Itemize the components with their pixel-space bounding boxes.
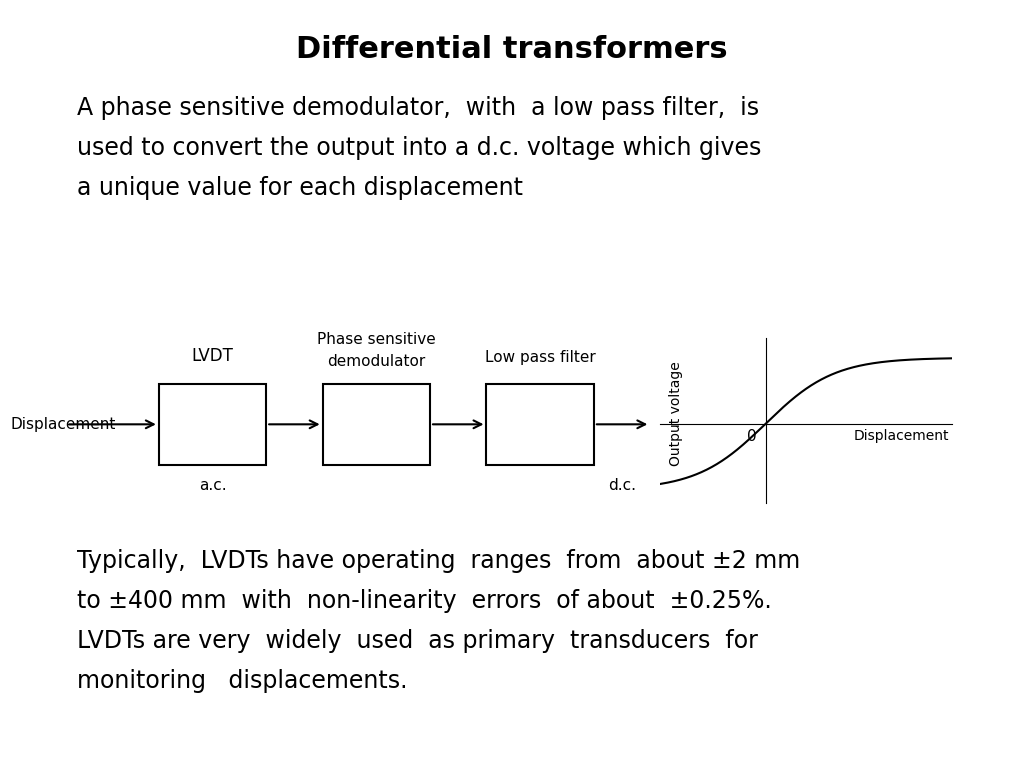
Text: used to convert the output into a d.c. voltage which gives: used to convert the output into a d.c. v…	[77, 136, 761, 160]
Bar	[323, 384, 430, 465]
Text: Typically,  LVDTs have operating  ranges  from  about ±2 mm: Typically, LVDTs have operating ranges f…	[77, 549, 800, 573]
Text: LVDTs are very  widely  used  as primary  transducers  for: LVDTs are very widely used as primary tr…	[77, 629, 758, 653]
Text: Low pass filter: Low pass filter	[484, 349, 596, 365]
Text: Displacement: Displacement	[10, 417, 116, 432]
Bar	[159, 384, 266, 465]
Text: a.c.: a.c.	[199, 478, 226, 494]
Text: d.c.: d.c.	[608, 478, 637, 494]
Text: A phase sensitive demodulator,  with  a low pass filter,  is: A phase sensitive demodulator, with a lo…	[77, 96, 759, 120]
Text: a unique value for each displacement: a unique value for each displacement	[77, 176, 523, 200]
Text: Phase sensitive: Phase sensitive	[317, 332, 435, 347]
Text: Differential transformers: Differential transformers	[296, 35, 728, 64]
Text: LVDT: LVDT	[191, 347, 233, 365]
Text: demodulator: demodulator	[328, 353, 425, 369]
Text: Displacement: Displacement	[854, 429, 949, 443]
Text: Output voltage: Output voltage	[670, 361, 683, 465]
Bar	[486, 384, 594, 465]
Text: to ±400 mm  with  non-linearity  errors  of about  ±0.25%.: to ±400 mm with non-linearity errors of …	[77, 589, 771, 613]
Text: monitoring   displacements.: monitoring displacements.	[77, 669, 408, 693]
Text: 0: 0	[748, 429, 757, 444]
